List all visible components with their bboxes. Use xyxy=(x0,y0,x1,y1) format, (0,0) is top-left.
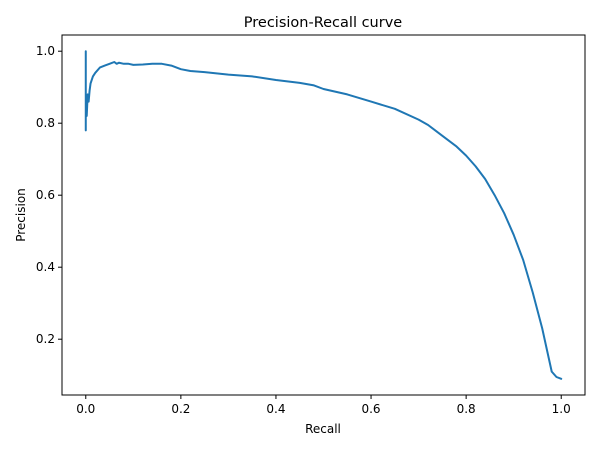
y-tick-label: 1.0 xyxy=(36,44,55,58)
y-axis-label: Precision xyxy=(14,188,28,242)
x-tick-label: 0.8 xyxy=(457,402,476,416)
y-tick-label: 0.4 xyxy=(36,260,55,274)
x-tick-label: 0.6 xyxy=(361,402,380,416)
chart-title: Precision-Recall curve xyxy=(244,15,403,31)
y-axis-ticks: 0.2 0.4 0.6 0.8 1.0 xyxy=(36,44,62,346)
x-tick-label: 0.0 xyxy=(76,402,95,416)
y-tick-label: 0.6 xyxy=(36,188,55,202)
x-tick-label: 0.2 xyxy=(171,402,190,416)
x-tick-label: 0.4 xyxy=(266,402,285,416)
x-axis-ticks: 0.0 0.2 0.4 0.6 0.8 1.0 xyxy=(76,395,571,416)
precision-recall-line xyxy=(84,50,563,380)
y-tick-label: 0.8 xyxy=(36,116,55,130)
x-axis-label: Recall xyxy=(305,422,341,436)
x-tick-label: 1.0 xyxy=(552,402,571,416)
plot-frame xyxy=(61,34,586,396)
y-tick-label: 0.2 xyxy=(36,332,55,346)
